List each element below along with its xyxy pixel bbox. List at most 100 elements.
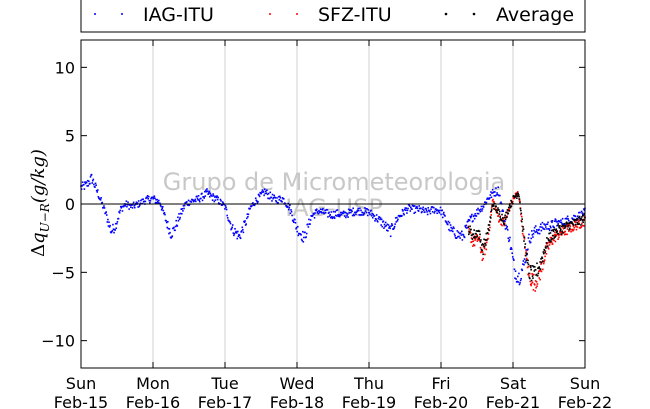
data-point-average — [497, 207, 499, 209]
data-point-iag-itu — [203, 190, 206, 193]
data-point-average — [569, 221, 572, 223]
data-point-iag-itu — [111, 229, 114, 232]
data-point-iag-itu — [290, 209, 292, 211]
data-point-iag-itu — [176, 225, 179, 227]
data-point-iag-itu — [545, 226, 547, 228]
data-point-iag-itu — [491, 188, 494, 191]
data-point-iag-itu — [476, 209, 478, 211]
data-point-iag-itu — [356, 209, 359, 212]
data-point-sfz-itu — [535, 286, 537, 289]
data-point-iag-itu — [338, 213, 340, 216]
data-point-iag-itu — [187, 199, 190, 202]
data-point-iag-itu — [108, 221, 110, 224]
data-point-sfz-itu — [559, 231, 562, 234]
data-point-average — [475, 232, 477, 235]
data-point-sfz-itu — [563, 231, 566, 233]
data-point-sfz-itu — [513, 197, 516, 200]
data-point-sfz-itu — [473, 244, 476, 247]
data-point-sfz-itu — [498, 220, 501, 222]
data-point-sfz-itu — [519, 200, 521, 203]
data-point-iag-itu — [83, 183, 85, 186]
y-axis-label-delta: Δ — [28, 244, 49, 257]
data-point-average — [467, 226, 470, 229]
data-point-average — [520, 220, 523, 223]
data-point-iag-itu — [451, 227, 454, 230]
data-point-iag-itu — [92, 178, 95, 181]
data-point-iag-itu — [245, 223, 247, 225]
data-point-sfz-itu — [553, 234, 556, 236]
data-point-iag-itu — [499, 202, 502, 204]
data-point-iag-itu — [541, 221, 544, 224]
data-point-iag-itu — [267, 197, 269, 200]
legend-label-iag-itu: IAG-ITU — [143, 4, 214, 26]
data-point-iag-itu — [486, 198, 488, 200]
data-point-iag-itu — [277, 195, 280, 198]
data-point-sfz-itu — [523, 238, 526, 240]
data-point-sfz-itu — [562, 226, 564, 228]
data-point-iag-itu — [316, 212, 319, 214]
data-point-iag-itu — [178, 213, 180, 215]
data-point-iag-itu — [161, 207, 163, 210]
data-point-average — [559, 229, 562, 232]
data-point-iag-itu — [303, 236, 305, 239]
data-point-iag-itu — [405, 209, 407, 212]
data-point-iag-itu — [511, 256, 514, 258]
data-point-iag-itu — [168, 232, 170, 235]
data-point-iag-itu — [186, 201, 188, 203]
data-point-average — [524, 254, 527, 257]
data-point-iag-itu — [504, 220, 506, 223]
data-point-sfz-itu — [525, 257, 528, 260]
data-point-average — [535, 273, 538, 276]
data-point-iag-itu — [322, 211, 325, 214]
data-point-sfz-itu — [544, 255, 546, 258]
data-point-iag-itu — [143, 200, 146, 203]
data-point-average — [532, 277, 534, 279]
data-point-iag-itu — [181, 212, 183, 215]
data-point-iag-itu — [375, 218, 377, 221]
data-point-average — [540, 258, 542, 260]
x-tick-label-day: Mon — [136, 374, 170, 393]
data-point-iag-itu — [370, 209, 372, 212]
data-point-average — [490, 209, 493, 211]
data-point-iag-itu — [90, 173, 93, 176]
data-point-iag-itu — [352, 213, 355, 216]
data-point-iag-itu — [379, 218, 381, 221]
data-point-sfz-itu — [536, 283, 539, 285]
data-point-sfz-itu — [581, 222, 583, 225]
data-point-iag-itu — [183, 207, 185, 210]
data-point-sfz-itu — [530, 282, 533, 285]
data-point-iag-itu — [509, 236, 511, 239]
data-point-average — [578, 223, 580, 225]
data-point-iag-itu — [324, 211, 327, 214]
data-point-average — [559, 225, 561, 227]
data-point-sfz-itu — [520, 213, 522, 216]
data-point-sfz-itu — [575, 225, 577, 228]
axis-ticks: 1050−5−10SunFeb-15MonFeb-16TueFeb-17WedF… — [41, 40, 612, 409]
data-point-iag-itu — [211, 195, 213, 197]
data-point-average — [492, 205, 494, 208]
data-point-average — [551, 237, 554, 240]
data-point-iag-itu — [329, 216, 332, 219]
data-point-sfz-itu — [566, 233, 568, 236]
data-point-iag-itu — [343, 211, 345, 214]
data-point-iag-itu — [550, 226, 552, 229]
data-point-sfz-itu — [533, 284, 536, 286]
data-point-average — [537, 267, 539, 269]
data-point-iag-itu — [181, 207, 184, 210]
data-point-iag-itu — [177, 219, 180, 222]
data-point-sfz-itu — [481, 251, 484, 253]
data-point-iag-itu — [296, 225, 299, 228]
data-point-average — [581, 214, 584, 217]
data-point-average — [548, 239, 551, 241]
series-sfz-itu — [467, 190, 586, 292]
data-point-iag-itu — [271, 200, 273, 202]
data-point-iag-itu — [450, 229, 453, 232]
data-point-average — [521, 218, 523, 220]
data-point-sfz-itu — [555, 235, 558, 237]
data-point-iag-itu — [222, 202, 225, 204]
data-point-iag-itu — [167, 227, 170, 230]
data-point-iag-itu — [241, 226, 244, 229]
data-point-iag-itu — [84, 182, 87, 185]
data-point-average — [555, 228, 558, 231]
data-point-sfz-itu — [532, 273, 534, 276]
